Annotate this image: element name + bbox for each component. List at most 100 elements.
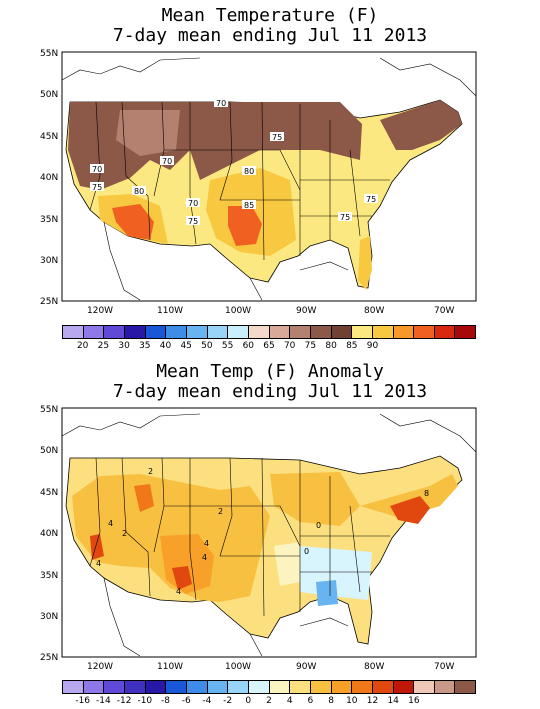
state-borders [89, 457, 390, 617]
colorbar-swatch [269, 681, 291, 693]
colorbar-swatch [145, 681, 167, 693]
colorbar-tick-label: 35 [139, 341, 151, 351]
colorbar-swatch [455, 681, 476, 693]
contour-label: 75 [188, 217, 198, 226]
colorbar-tick-label: -4 [202, 696, 212, 706]
colorbar-swatch [186, 326, 208, 338]
colorbar-swatch [228, 681, 249, 693]
colorbar-tick-label: -8 [161, 696, 170, 706]
contour-label: 4 [108, 519, 113, 528]
colorbar-tick-label: 25 [97, 341, 110, 351]
colorbar-tick-label: 65 [263, 341, 275, 351]
lat-label: 35N [40, 571, 58, 581]
contour-label: 4 [96, 559, 101, 568]
latitude-labels: 55N 50N 45N 40N 35N 30N 25N [40, 49, 58, 307]
contour-label: 2 [122, 529, 127, 538]
colorbar-swatch [124, 681, 146, 693]
colorbar-swatch [83, 681, 105, 693]
anomaly-colorbar-ticks: -16 -14 -12 -10 -8 -6 -4 -2 0 2 4 6 8 10 12 14 16 [62, 696, 476, 708]
colorbar-swatch [352, 681, 373, 693]
contour-label: 85 [244, 201, 254, 210]
longitude-labels: 120W 110W 100W 90W 80W 70W [87, 306, 454, 316]
contour-label: 75 [366, 195, 376, 204]
colorbar-tick-label: -14 [96, 696, 111, 706]
colorbar-tick-label: 60 [242, 341, 255, 351]
colorbar-swatch [104, 326, 125, 338]
lon-label: 70W [434, 306, 454, 316]
colorbar-tick-label: 70 [283, 341, 296, 351]
lat-label: 40N [40, 529, 58, 539]
colorbar-tick-label: 16 [408, 696, 420, 706]
colorbar-swatch [207, 326, 229, 338]
colorbar-tick-label: 14 [387, 696, 399, 706]
lon-label: 110W [157, 662, 183, 672]
lon-label: 90W [296, 662, 316, 672]
colorbar-tick-label: -6 [181, 696, 191, 706]
panel1-title-line1: Mean Temperature (F) [161, 5, 379, 26]
colorbar-swatch [310, 681, 332, 693]
state-borders [89, 101, 390, 261]
lon-label: 120W [87, 306, 113, 316]
colorbar-swatch [290, 326, 311, 338]
colorbar-swatch [372, 326, 394, 338]
lat-label: 45N [40, 132, 58, 142]
contour-label: 75 [340, 213, 350, 222]
colorbar-tick-label: -12 [116, 696, 132, 706]
temperature-contour-labels: 70 75 80 85 70 70 75 80 75 70 75 75 [90, 98, 378, 226]
colorbar-swatch [207, 681, 229, 693]
lon-label: 80W [364, 662, 384, 672]
contour-label: 0 [304, 547, 309, 556]
colorbar-swatch [124, 326, 146, 338]
colorbar-swatch [352, 326, 373, 338]
contour-label: 80 [134, 187, 144, 196]
colorbar-tick-label: 12 [366, 696, 379, 706]
colorbar-swatch [166, 326, 187, 338]
colorbar-swatch [331, 681, 353, 693]
temperature-colorbar-ticks: 20 25 30 35 40 45 50 55 60 65 70 75 80 85 90 [62, 341, 476, 353]
lat-label: 25N [40, 653, 58, 663]
coastlines [61, 57, 477, 301]
longitude-labels: 120W 110W 100W 90W 80W 70W [87, 662, 454, 672]
colorbar-swatch [372, 681, 394, 693]
lat-label: 25N [40, 297, 58, 307]
lon-label: 120W [87, 662, 113, 672]
colorbar-tick-label: 10 [346, 696, 358, 706]
colorbar-tick-label: 30 [118, 341, 130, 351]
colorbar-swatch [331, 326, 353, 338]
panel1-title-line2: 7-day mean ending Jul 11 2013 [112, 25, 428, 46]
colorbar-swatch [290, 681, 311, 693]
colorbar-tick-label: 55 [221, 341, 234, 351]
lat-label: 45N [40, 488, 58, 498]
contour-label: 2 [218, 507, 223, 516]
contour-label: 70 [216, 99, 226, 108]
colorbar-tick-label: 90 [366, 341, 379, 351]
contour-label: 75 [92, 183, 102, 192]
colorbar-swatch [248, 681, 270, 693]
lon-label: 70W [434, 662, 454, 672]
colorbar-tick-label: 20 [76, 341, 89, 351]
colorbar-swatch [63, 326, 84, 338]
colorbar-tick-label: 80 [325, 341, 337, 351]
contour-label: 0 [316, 521, 321, 530]
lat-label: 50N [40, 90, 58, 100]
latitude-labels: 55N 50N 45N 40N 35N 30N 25N [40, 405, 58, 663]
colorbar-tick-label: 6 [307, 696, 314, 706]
colorbar-tick-label: 50 [201, 341, 213, 351]
lon-label: 80W [364, 306, 384, 316]
colorbar-swatch [414, 326, 435, 338]
colorbar-tick-label: -2 [223, 696, 233, 706]
colorbar-swatch [393, 326, 415, 338]
colorbar-tick-label: 2 [266, 696, 272, 706]
lat-label: 40N [40, 173, 58, 183]
colorbar-swatch [434, 681, 456, 693]
colorbar-swatch [63, 681, 84, 693]
colorbar-tick-label: -10 [137, 696, 153, 706]
contour-label: 75 [272, 133, 282, 142]
colorbar-swatch [104, 681, 125, 693]
lat-label: 55N [40, 49, 58, 59]
anomaly-colorbar [62, 680, 476, 694]
colorbar-swatch [393, 681, 415, 693]
colorbar-tick-label: 85 [346, 341, 358, 351]
lat-label: 35N [40, 215, 58, 225]
colorbar-swatch [166, 681, 187, 693]
